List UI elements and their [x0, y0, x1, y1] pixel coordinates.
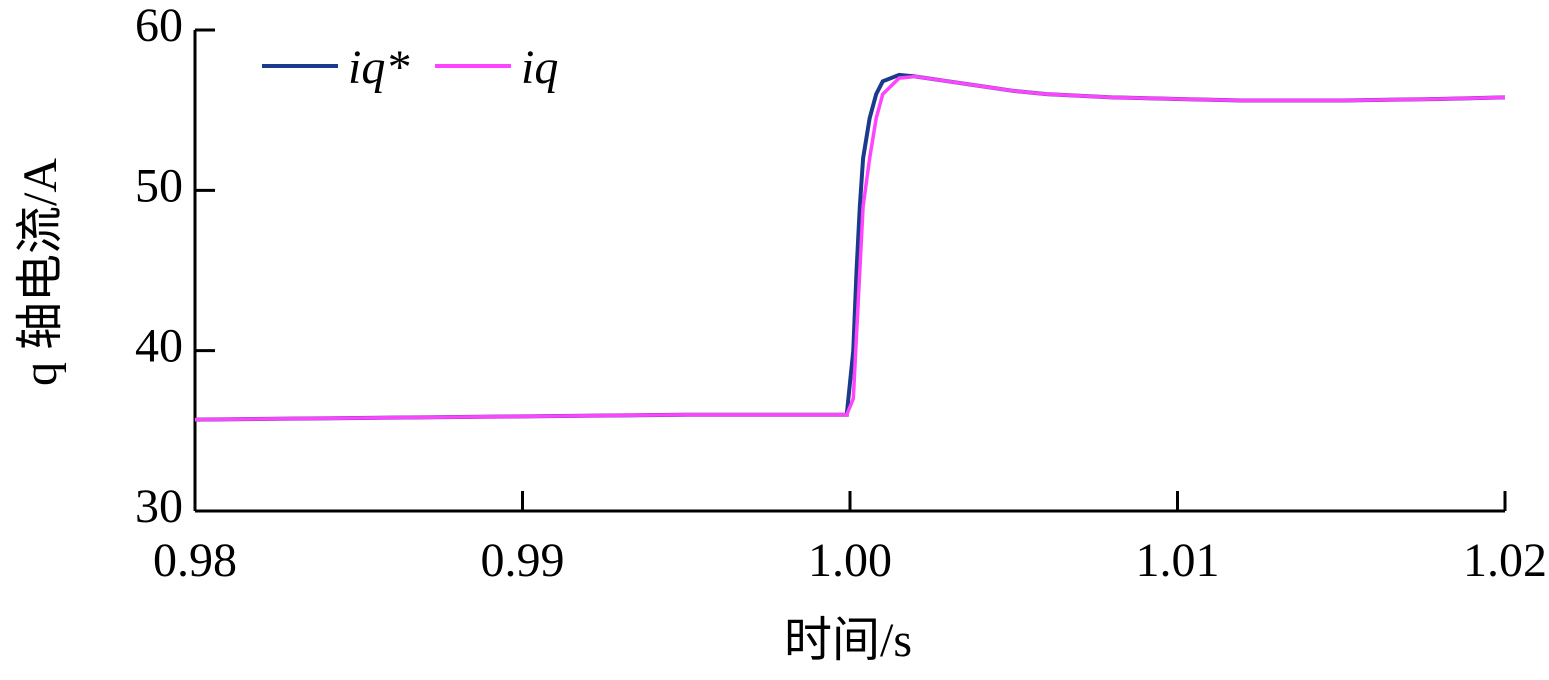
- series-line: [194, 74, 1506, 422]
- x-axis-label: 时间/s: [784, 614, 912, 667]
- x-tick-label: 1.00: [808, 534, 892, 587]
- y-axis-label: q 轴电流/A: [14, 158, 67, 386]
- y-tick-label: 40: [135, 320, 183, 373]
- x-tick-label: 1.01: [1136, 534, 1220, 587]
- x-tick-label: 1.02: [1463, 534, 1547, 587]
- y-tick-label: 50: [135, 159, 183, 212]
- legend-label: iq*: [348, 41, 409, 94]
- y-tick-label: 30: [135, 480, 183, 533]
- x-tick-label: 0.98: [153, 534, 237, 587]
- x-tick-label: 0.99: [481, 534, 565, 587]
- y-tick-label: 60: [135, 0, 183, 52]
- legend-label: iq: [521, 41, 558, 94]
- series-line: [194, 72, 1506, 422]
